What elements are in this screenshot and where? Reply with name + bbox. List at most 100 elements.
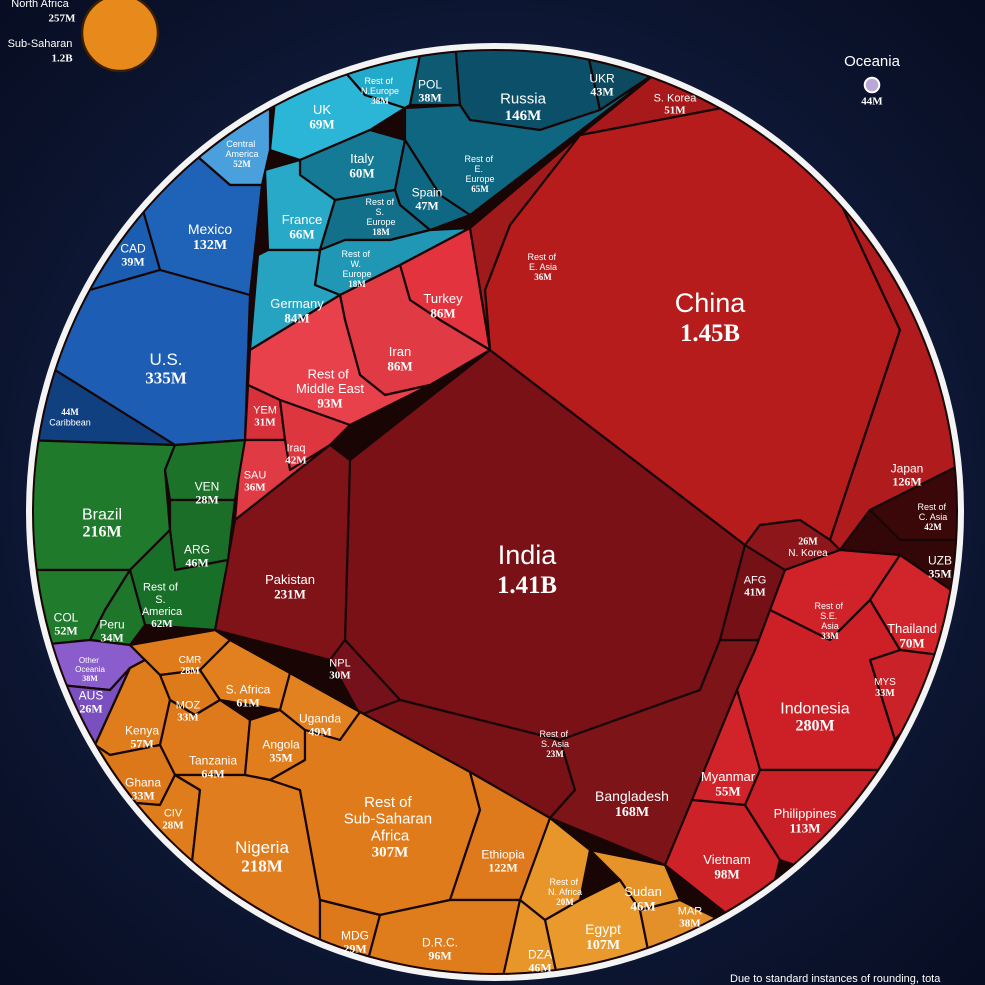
- cell-label: Ethiopia: [481, 847, 525, 861]
- value-label: 26M: [798, 537, 818, 548]
- cell-label: Rest of N.Europe: [361, 76, 399, 96]
- cell-label: DZA: [528, 947, 552, 961]
- cell-label: NPL: [329, 658, 350, 670]
- value-label: 60M: [349, 165, 374, 180]
- value-label: 1.41B: [497, 572, 557, 599]
- value-label: 47M: [415, 198, 438, 212]
- cell: [468, 133, 582, 352]
- cell-label: Caribbean: [49, 417, 91, 427]
- value-label: 335M: [145, 368, 187, 387]
- value-label: 62M: [151, 618, 173, 630]
- value-label: 35M: [269, 750, 292, 764]
- cell-label: Thailand: [887, 621, 937, 636]
- value-label: 69M: [309, 116, 334, 131]
- cell-label: Rest of S. America: [142, 581, 183, 618]
- cell-label: COL: [54, 610, 79, 624]
- cell-label: Rest of S. Asia: [539, 729, 570, 749]
- bubble-label: North Africa: [11, 0, 69, 10]
- cell-label: S. Korea: [654, 93, 698, 105]
- cell-label: AUS: [79, 688, 104, 702]
- value-label: 31M: [254, 417, 276, 429]
- cell-label: Vietnam: [703, 852, 750, 867]
- value-label: 113M: [789, 820, 820, 835]
- cell-label: VEN: [195, 479, 220, 493]
- value-label: 36M: [534, 272, 552, 282]
- cell-label: France: [282, 212, 322, 227]
- cell-label: YEM: [253, 405, 277, 417]
- value-label: 28M: [162, 820, 184, 832]
- cell-label: Other Oceania: [75, 656, 105, 674]
- value-label: 42M: [924, 522, 942, 532]
- cell-label: UKR: [589, 71, 615, 85]
- value-label: 86M: [430, 305, 455, 320]
- value-label: 38M: [679, 918, 701, 930]
- value-label: 33M: [875, 688, 895, 699]
- cell-label: Rest of S. Europe: [365, 197, 396, 227]
- bubble-value: 44M: [861, 96, 883, 108]
- cell-label: Tanzania: [189, 753, 237, 767]
- bubble-legend: North Africa 257M Sub-Saharan 1.2B Oceania 44…: [8, 0, 901, 108]
- value-label: 51M: [664, 105, 686, 117]
- bubble-label: Oceania: [844, 53, 901, 70]
- value-label: 57M: [130, 736, 153, 750]
- value-label: 26M: [79, 701, 102, 715]
- value-label: 34M: [100, 630, 123, 644]
- cell-label: Turkey: [423, 291, 463, 306]
- cell-label: AFG: [744, 575, 767, 587]
- cell-label: POL: [418, 77, 442, 91]
- bubble-value: 257M: [49, 13, 77, 25]
- value-label: 126M: [892, 474, 921, 488]
- cell-label: Peru: [99, 617, 124, 631]
- bubble-label: Sub-Saharan: [8, 38, 73, 50]
- cell-label: S. Africa: [226, 682, 271, 696]
- value-label: 96M: [428, 948, 451, 962]
- value-label: 36M: [244, 482, 266, 494]
- value-label: 44M: [61, 407, 79, 417]
- cell-label: MDG: [341, 928, 369, 942]
- value-label: 33M: [821, 631, 839, 641]
- cell-label: U.S.: [149, 350, 182, 369]
- bubble: [80, 0, 160, 73]
- value-label: 38M: [82, 674, 98, 683]
- cell-label: Bangladesh: [595, 788, 669, 804]
- value-label: 231M: [274, 586, 306, 601]
- cell-label: Spain: [412, 185, 443, 199]
- value-label: 216M: [82, 524, 121, 541]
- bubble: [863, 76, 881, 94]
- value-label: 55M: [715, 783, 740, 798]
- cell-label: India: [498, 540, 558, 570]
- cell-label: Central America: [225, 139, 258, 159]
- value-label: 33M: [131, 788, 154, 802]
- value-label: 70M: [899, 635, 924, 650]
- cell-label: Ghana: [125, 775, 161, 789]
- value-label: 64M: [201, 766, 224, 780]
- cell-label: Rest of N. Africa: [548, 877, 582, 897]
- value-label: 65M: [471, 184, 489, 194]
- value-label: 39M: [121, 254, 144, 268]
- cell-label: Sudan: [624, 884, 662, 899]
- value-label: 38M: [418, 90, 441, 104]
- value-label: 46M: [528, 960, 551, 974]
- value-label: 93M: [317, 396, 342, 411]
- value-label: 122M: [488, 860, 517, 874]
- cell-label: CAD: [120, 241, 146, 255]
- cell-label: CIV: [164, 808, 183, 820]
- cell-label: MOZ: [176, 700, 201, 712]
- value-label: 66M: [289, 226, 314, 241]
- cell-label: Brazil: [82, 506, 122, 523]
- cell-label: Iraq: [287, 443, 306, 455]
- cell-label: Mexico: [188, 221, 233, 237]
- value-label: 49M: [308, 724, 331, 738]
- value-label: 52M: [54, 623, 77, 637]
- value-label: 86M: [387, 358, 412, 373]
- value-label: 18M: [348, 279, 366, 289]
- cell-label: D.R.C.: [422, 935, 458, 949]
- value-label: 42M: [285, 455, 307, 467]
- cell-label: Rest of W. Europe: [341, 249, 372, 279]
- value-label: 84M: [284, 310, 309, 325]
- bubble-value: 1.2B: [51, 53, 73, 65]
- value-label: 280M: [795, 718, 834, 735]
- cell-label: Rest of Sub-Saharan Africa: [344, 794, 437, 845]
- value-label: 23M: [546, 749, 564, 759]
- value-label: 30M: [329, 670, 351, 682]
